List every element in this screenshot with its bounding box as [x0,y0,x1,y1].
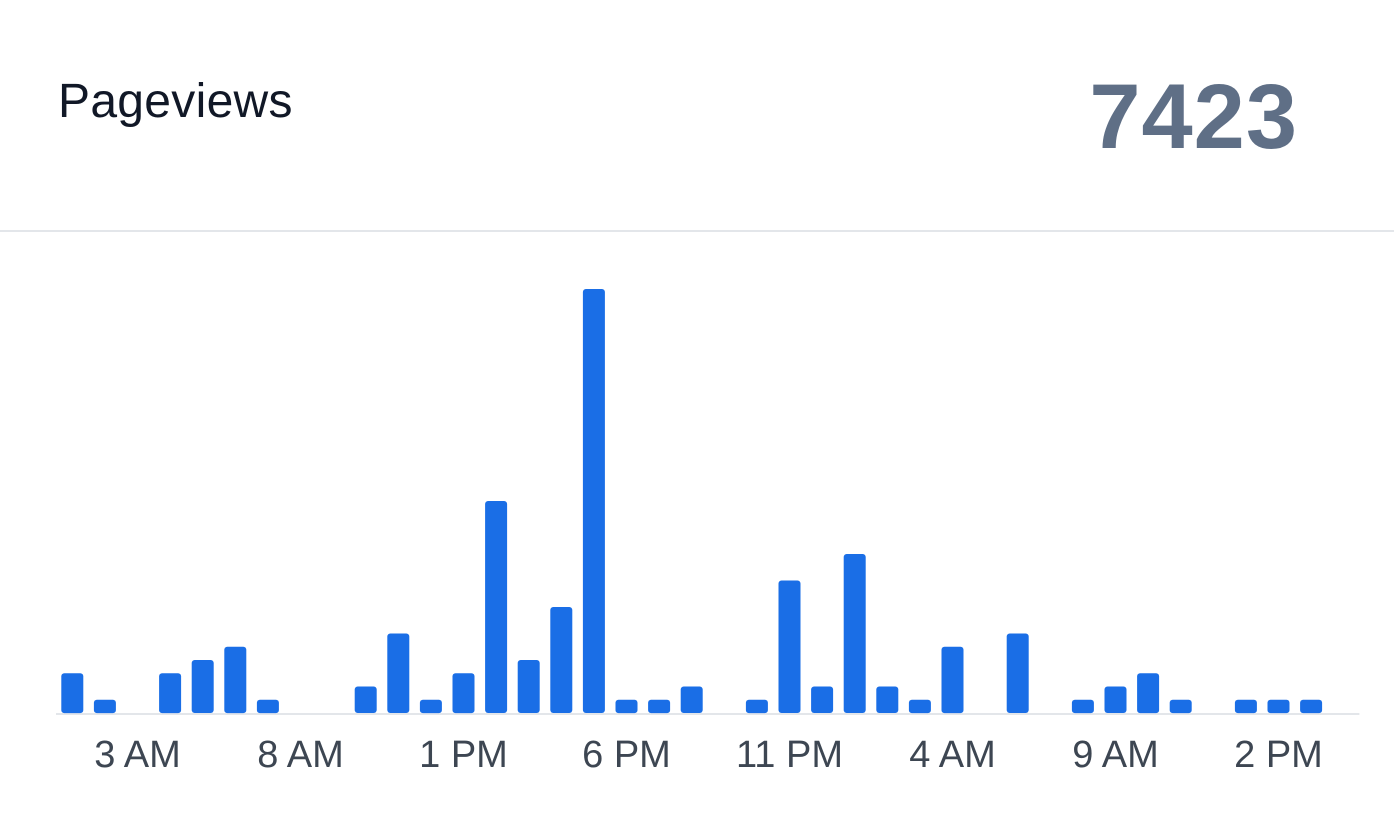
chart-bar[interactable] [1234,699,1257,714]
chart-bar[interactable] [582,289,605,713]
chart-bar[interactable] [485,501,508,713]
chart-bar[interactable] [1300,699,1323,714]
chart-bar[interactable] [1267,699,1290,714]
chart-bar[interactable] [811,686,834,714]
x-tick-label: 6 PM [582,734,671,776]
chart-bar[interactable] [1137,673,1160,714]
chart-bar[interactable] [843,554,866,713]
chart-bar[interactable] [550,607,573,713]
chart-bar[interactable] [1006,633,1029,714]
x-tick-label: 4 AM [909,734,996,776]
pageviews-total: 7423 [1089,66,1298,168]
x-tick-label: 9 AM [1072,734,1159,776]
pageviews-bar-chart: 3 AM 8 AM 1 PM 6 PM 11 PM 4 AM 9 AM 2 PM [0,232,1394,836]
chart-bar[interactable] [908,699,931,714]
chart-bar[interactable] [778,580,801,714]
x-tick-label: 1 PM [419,734,508,776]
chart-bar[interactable] [256,699,279,714]
chart-bar[interactable] [745,699,768,714]
chart-bar[interactable] [387,633,410,714]
chart-bar[interactable] [452,673,475,714]
chart-bar[interactable] [159,673,182,714]
x-tick-label: 11 PM [736,734,843,776]
chart-bar[interactable] [1071,699,1094,714]
chart-bar[interactable] [419,699,442,714]
card-header: Pageviews 7423 [0,0,1394,232]
chart-svg: 3 AM 8 AM 1 PM 6 PM 11 PM 4 AM 9 AM 2 PM [56,289,1360,776]
x-tick-label: 8 AM [257,734,344,776]
card-title: Pageviews [58,75,293,128]
chart-bar[interactable] [648,699,671,714]
x-tick-label: 2 PM [1234,734,1323,776]
chart-bar[interactable] [517,660,540,713]
x-tick-label: 3 AM [94,734,181,776]
chart-bar[interactable] [1169,699,1192,714]
chart-bar[interactable] [354,686,377,714]
chart-bar[interactable] [61,673,84,714]
chart-bar[interactable] [615,699,638,714]
chart-bar[interactable] [876,686,899,714]
chart-bar[interactable] [680,686,703,714]
chart-bar[interactable] [941,646,964,714]
chart-bar[interactable] [224,646,247,714]
chart-bar[interactable] [93,699,116,714]
chart-bar[interactable] [191,660,214,713]
chart-bar[interactable] [1104,686,1127,714]
